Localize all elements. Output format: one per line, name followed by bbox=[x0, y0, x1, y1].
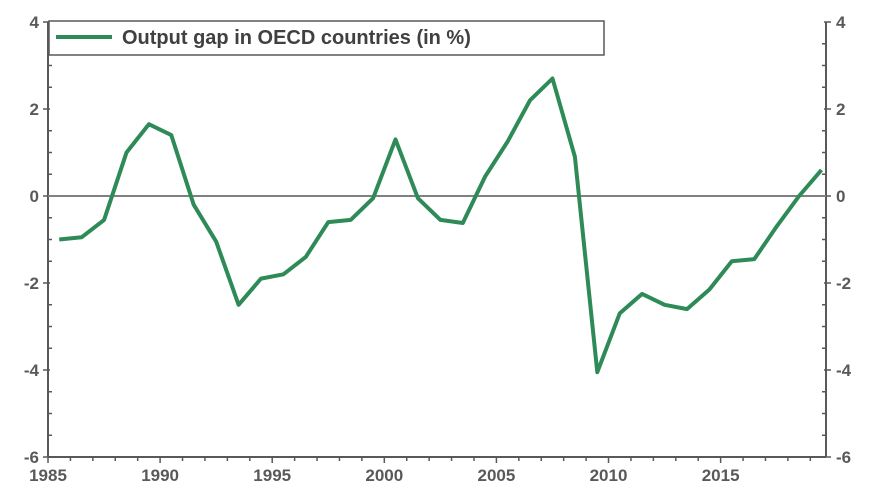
y-tick-label-right: -4 bbox=[836, 361, 852, 380]
x-tick-label: 2000 bbox=[365, 466, 403, 485]
y-tick-label-left: -4 bbox=[24, 361, 40, 380]
axes: -6 -6 -4 -4 -2 -2 0 0 2 2 4 4 1985 1990 1995 2000 2005 20… bbox=[24, 13, 852, 485]
y-tick-label-right: 0 bbox=[836, 187, 845, 206]
x-tick-label: 2015 bbox=[702, 466, 740, 485]
series-line bbox=[59, 76, 824, 375]
legend: Output gap in OECD countries (in %) bbox=[48, 20, 605, 56]
y-tick-label-left: -2 bbox=[24, 274, 39, 293]
y-tick-label-right: -6 bbox=[836, 448, 851, 467]
y-tick-label-left: -6 bbox=[24, 448, 39, 467]
legend-label: Output gap in OECD countries (in %) bbox=[122, 27, 471, 49]
y-tick-label-right: 2 bbox=[836, 100, 845, 119]
x-tick-label: 1985 bbox=[29, 466, 67, 485]
y-tick-label-left: 2 bbox=[30, 100, 39, 119]
x-tick-label: 1995 bbox=[253, 466, 291, 485]
y-tick-label-left: 4 bbox=[30, 13, 40, 32]
y-tick-label-right: 4 bbox=[836, 13, 846, 32]
y-tick-label-left: 0 bbox=[30, 187, 39, 206]
output-gap-line bbox=[59, 76, 824, 375]
legend-box bbox=[48, 20, 605, 56]
x-tick-label: 2005 bbox=[478, 466, 516, 485]
y-tick-label-right: -2 bbox=[836, 274, 851, 293]
x-tick-label: 2010 bbox=[590, 466, 628, 485]
x-tick-label: 1990 bbox=[141, 466, 179, 485]
